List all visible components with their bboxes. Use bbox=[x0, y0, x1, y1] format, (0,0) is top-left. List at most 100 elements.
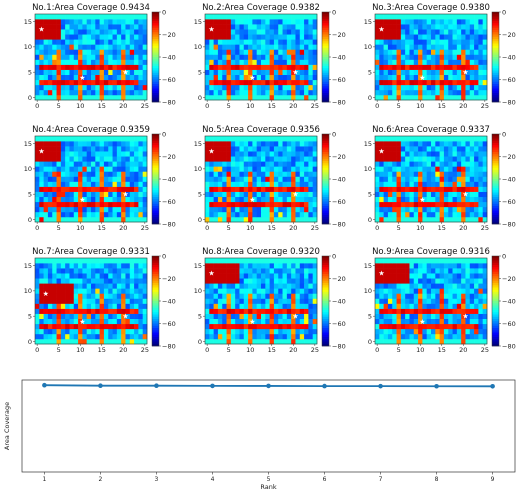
colorbar-tick-label: −40 bbox=[332, 175, 346, 183]
y-tick-label: 0 bbox=[368, 216, 372, 224]
colorbar-tick-label: −40 bbox=[162, 175, 176, 183]
heatmap-panel: No.2:Area Coverage 0.9382 ★ ★ ★ 0 5 10 15 20 25 0 5… bbox=[194, 0, 372, 122]
x-tick-label: 20 bbox=[119, 224, 127, 232]
x-tick-label: 25 bbox=[141, 346, 149, 354]
colorbar bbox=[321, 255, 330, 347]
colorbar-tick-label: −20 bbox=[332, 153, 346, 161]
x-tick-label: 5 bbox=[57, 224, 61, 232]
colorbar-tick-label: −40 bbox=[502, 175, 516, 183]
star-marker-icon: ★ bbox=[419, 74, 425, 82]
colorbar-tick-label: 0 bbox=[502, 130, 506, 138]
panel-title: No.7:Area Coverage 0.9331 bbox=[32, 247, 150, 257]
x-tick-label: 15 bbox=[98, 346, 106, 354]
colorbar-tick-label: −60 bbox=[332, 76, 346, 84]
coverage-line-chart: 1 2 3 4 5 6 7 8 9 Rank Area Coverage bbox=[0, 366, 531, 498]
colorbar-tick-label: −20 bbox=[162, 153, 176, 161]
x-tick-label: 0 bbox=[205, 102, 209, 110]
rank-tick-label: 2 bbox=[99, 476, 103, 483]
x-tick-label: 20 bbox=[459, 224, 467, 232]
star-marker-icon: ★ bbox=[43, 290, 49, 298]
y-tick-label: 0 bbox=[198, 94, 202, 102]
x-tick-label: 25 bbox=[311, 346, 319, 354]
colorbar-tick-label: 0 bbox=[332, 252, 336, 260]
y-tick-label: 0 bbox=[198, 216, 202, 224]
x-tick-label: 0 bbox=[205, 346, 209, 354]
x-tick-label: 25 bbox=[141, 102, 149, 110]
colorbar-tick-label: −20 bbox=[332, 275, 346, 283]
x-tick-label: 5 bbox=[397, 102, 401, 110]
x-tick-label: 20 bbox=[289, 102, 297, 110]
star-marker-icon: ★ bbox=[208, 270, 214, 278]
y-axis-label: Area Coverage bbox=[3, 402, 11, 450]
x-tick-label: 15 bbox=[438, 102, 446, 110]
heatmap-grid: No.1:Area Coverage 0.9434 ★ ★ ★ 0 5 10 15 20 25 0 5… bbox=[24, 0, 531, 366]
x-tick-label: 20 bbox=[459, 102, 467, 110]
x-tick-label: 5 bbox=[397, 224, 401, 232]
y-tick-label: 5 bbox=[198, 190, 202, 198]
panel-title: No.3:Area Coverage 0.9380 bbox=[372, 3, 490, 13]
star-marker-icon: ★ bbox=[122, 313, 128, 321]
star-marker-icon: ★ bbox=[292, 191, 298, 199]
colorbar-tick-label: −20 bbox=[162, 31, 176, 39]
y-tick-label: 5 bbox=[198, 312, 202, 320]
x-tick-label: 20 bbox=[289, 346, 297, 354]
x-tick-label: 10 bbox=[76, 346, 84, 354]
colorbar-tick-label: −20 bbox=[332, 31, 346, 39]
heatmap-cells bbox=[35, 14, 148, 101]
x-tick-label: 5 bbox=[397, 346, 401, 354]
star-marker-icon: ★ bbox=[38, 26, 44, 34]
panel-title: No.9:Area Coverage 0.9316 bbox=[372, 247, 490, 257]
star-marker-icon: ★ bbox=[249, 196, 255, 204]
x-tick-label: 0 bbox=[205, 224, 209, 232]
heatmap-panel: No.6:Area Coverage 0.9337 ★ ★ ★ 0 5 10 15 20 25 0 5… bbox=[364, 122, 531, 244]
y-tick-label: 5 bbox=[368, 190, 372, 198]
coverage-point bbox=[210, 383, 215, 389]
colorbar-tick-label: −40 bbox=[162, 297, 176, 305]
x-tick-label: 25 bbox=[481, 102, 489, 110]
coverage-point bbox=[154, 383, 159, 388]
star-marker-icon: ★ bbox=[419, 318, 425, 326]
heatmap-cells bbox=[35, 136, 148, 223]
rank-tick-label: 1 bbox=[42, 476, 46, 483]
x-tick-label: 25 bbox=[311, 102, 319, 110]
colorbar-tick-label: −60 bbox=[162, 198, 176, 206]
colorbar-tick-label: −80 bbox=[502, 98, 516, 106]
star-marker-icon: ★ bbox=[462, 191, 468, 199]
panel-title: No.6:Area Coverage 0.9337 bbox=[372, 125, 490, 135]
x-tick-label: 15 bbox=[438, 224, 446, 232]
colorbar bbox=[321, 11, 330, 103]
star-marker-icon: ★ bbox=[462, 69, 468, 77]
heatmap-cells bbox=[205, 258, 318, 345]
colorbar bbox=[321, 133, 330, 225]
colorbar-tick-label: −40 bbox=[332, 53, 346, 61]
star-marker-icon: ★ bbox=[419, 196, 425, 204]
y-tick-label: 10 bbox=[24, 287, 32, 295]
heatmap-cells bbox=[35, 258, 148, 345]
x-tick-label: 5 bbox=[227, 346, 231, 354]
y-tick-label: 5 bbox=[368, 312, 372, 320]
panel-title: No.8:Area Coverage 0.9320 bbox=[202, 247, 320, 257]
colorbar-tick-label: 0 bbox=[332, 130, 336, 138]
coverage-point bbox=[98, 383, 103, 388]
x-tick-label: 5 bbox=[57, 102, 61, 110]
star-marker-icon: ★ bbox=[79, 318, 85, 326]
rank-tick-label: 8 bbox=[435, 476, 439, 483]
heatmap-panel: No.1:Area Coverage 0.9434 ★ ★ ★ 0 5 10 15 20 25 0 5… bbox=[24, 0, 202, 122]
colorbar-tick-label: −80 bbox=[332, 220, 346, 228]
x-tick-label: 5 bbox=[227, 102, 231, 110]
star-marker-icon: ★ bbox=[79, 196, 85, 204]
colorbar-tick-label: −80 bbox=[162, 342, 176, 350]
star-marker-icon: ★ bbox=[249, 74, 255, 82]
x-tick-label: 15 bbox=[438, 346, 446, 354]
x-tick-label: 25 bbox=[481, 346, 489, 354]
y-tick-label: 5 bbox=[28, 68, 32, 76]
heatmap-panel: No.4:Area Coverage 0.9359 ★ ★ ★ 0 5 10 15 20 25 0 5… bbox=[24, 122, 202, 244]
heatmap-cells bbox=[375, 258, 488, 345]
heatmap-panel: No.9:Area Coverage 0.9316 ★ ★ ★ 0 5 10 15 20 25 0 5… bbox=[364, 244, 531, 366]
colorbar-tick-label: 0 bbox=[162, 130, 166, 138]
y-tick-label: 0 bbox=[28, 338, 32, 346]
y-tick-label: 0 bbox=[28, 94, 32, 102]
x-tick-label: 10 bbox=[76, 224, 84, 232]
x-tick-label: 0 bbox=[375, 224, 379, 232]
y-tick-label: 10 bbox=[24, 43, 32, 51]
